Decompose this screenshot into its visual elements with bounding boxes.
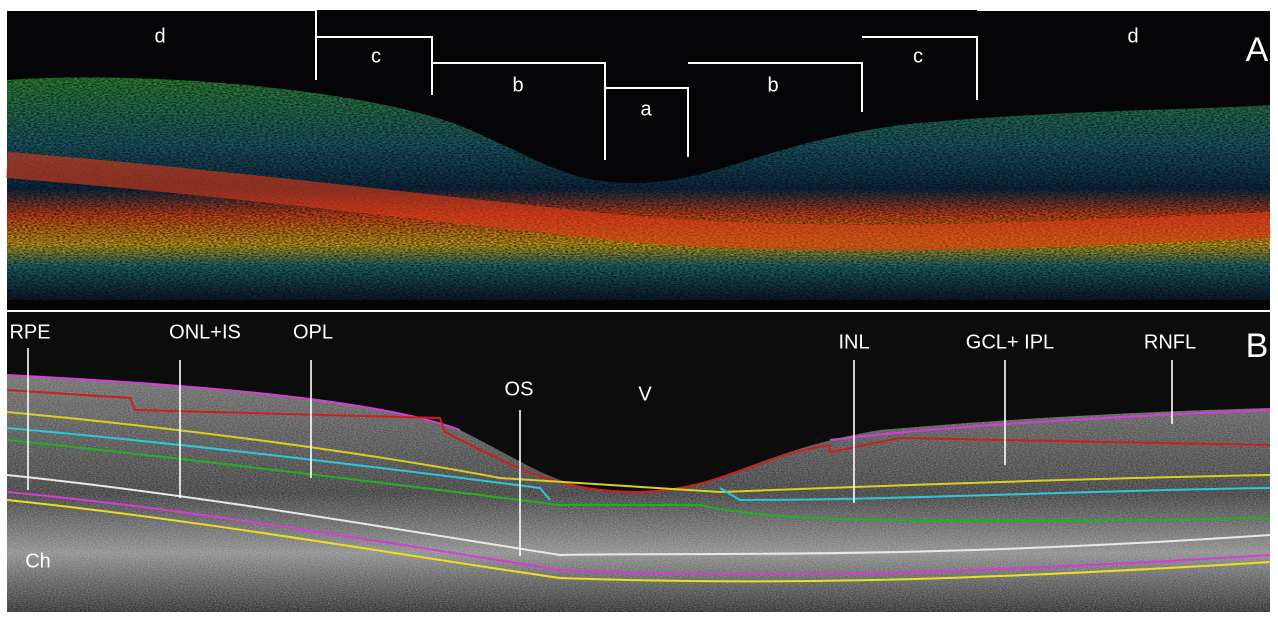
page: {"panel_a": {"label": "A", "regions": ["… (0, 0, 1278, 619)
layer-label: OPL (293, 321, 333, 343)
layer-label: OS (505, 378, 534, 400)
region-label: a (640, 98, 652, 120)
region-label: c (913, 45, 923, 67)
layer-label: INL (838, 331, 869, 353)
region-label: b (512, 74, 523, 96)
region-label: c (371, 45, 381, 67)
panel-label: B (1246, 327, 1269, 365)
layer-label: RNFL (1144, 331, 1196, 353)
panel-label: A (1246, 31, 1269, 69)
layer-label: RPE (9, 321, 50, 343)
layer-label: ONL+IS (169, 321, 241, 343)
layer-label: V (638, 383, 652, 405)
layer-label: Ch (25, 550, 51, 572)
region-label: b (767, 74, 778, 96)
figure: A Bd c b a b c d RPE ONL+IS OPL OS V INL GCL+ IPL RNFL C… (0, 0, 1278, 619)
region-label: d (1127, 25, 1138, 47)
region-label: d (154, 25, 165, 47)
layer-label: GCL+ IPL (966, 331, 1054, 353)
